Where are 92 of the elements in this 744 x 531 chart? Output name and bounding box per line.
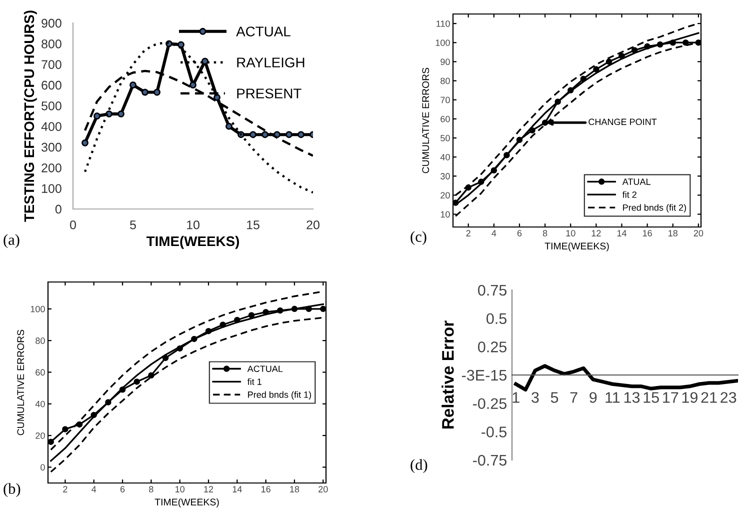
x-tick-label: 14	[617, 230, 626, 236]
y-tick-label: 0	[55, 204, 62, 214]
y-tick-label: 0.5	[486, 313, 506, 324]
y-tick-label: -0.75	[473, 454, 506, 466]
x-tick-label: 4	[492, 230, 496, 236]
y-tick-label: 40	[440, 154, 450, 160]
x-tick-label: 18	[290, 486, 300, 492]
y-tick-label: 700	[42, 60, 62, 69]
x-tick-label: 15	[644, 392, 659, 403]
y-tick-label: -0.25	[473, 398, 506, 410]
x-tick-label: 16	[642, 230, 652, 236]
x-tick-label: 4	[92, 486, 96, 492]
y-tick-label: 0	[40, 464, 45, 471]
legend-label: Pred bnds (fit 2)	[623, 204, 686, 213]
y-tick-label: 100	[30, 306, 45, 312]
y-tick-label: 100	[436, 40, 450, 46]
y-tick-label: 50	[440, 134, 450, 142]
x-tick-label: 23	[720, 392, 736, 403]
x-tick-label: 17	[663, 392, 678, 403]
y-tick-label: 90	[440, 58, 450, 66]
y-tick-label: -0.5	[481, 426, 506, 438]
y-tick-label: 600	[42, 80, 62, 90]
legend-label: RAYLEIGH	[237, 58, 304, 68]
x-axis-title: TIME(WEEKS)	[544, 242, 609, 252]
x-tick-label: 8	[542, 230, 548, 236]
x-tick-label: 0	[70, 220, 76, 230]
y-tick-label: 60	[440, 116, 450, 122]
x-tick-label: 12	[204, 486, 214, 492]
x-tick-label: 2	[466, 230, 470, 236]
legend-label: ATUAL	[622, 178, 650, 185]
y-tick-label: 800	[42, 39, 62, 48]
annotation: CHANGE POINT	[588, 118, 657, 126]
x-tick-label: 6	[120, 486, 125, 492]
text: (c)	[410, 231, 426, 245]
x-tick-label: 20	[318, 486, 328, 492]
y-tick-label: 20	[440, 192, 450, 199]
x-axis-title: TIME(WEEKS)	[146, 236, 239, 249]
y-tick-label: -3E-15	[462, 370, 506, 381]
legend-label: ACTUAL	[247, 366, 283, 372]
x-tick-label: 6	[517, 230, 522, 236]
y-tick-label: 30	[440, 173, 450, 180]
y-tick-label: 80	[440, 78, 450, 84]
x-tick-label: 9	[590, 392, 597, 403]
x-tick-label: 20	[306, 220, 320, 230]
y-tick-label: 80	[36, 338, 45, 344]
y-tick-label: 70	[440, 96, 450, 104]
x-tick-label: 10	[566, 230, 576, 236]
y-tick-label: 500	[42, 101, 62, 110]
x-tick-label: 8	[149, 486, 154, 492]
x-tick-label: 5	[550, 392, 558, 403]
x-tick-label: 20	[694, 230, 704, 236]
text: (d)	[410, 459, 428, 473]
y-tick-label: 0.75	[478, 284, 506, 296]
y-tick-label: 0.25	[478, 342, 506, 352]
y-axis-title: TESTING EFFORT(CPU HOURS)	[24, 10, 37, 222]
y-tick-label: 40	[35, 400, 45, 408]
x-tick-label: 19	[682, 392, 698, 403]
x-tick-label: 14	[232, 486, 242, 492]
x-tick-label: 10	[187, 220, 200, 230]
y-axis-title: CUMULATIVE ERRORS	[422, 68, 430, 174]
x-tick-label: 15	[247, 220, 260, 230]
x-tick-label: 10	[176, 486, 185, 492]
x-tick-label: 11	[606, 392, 620, 403]
x-tick-label: 3	[532, 392, 539, 403]
x-tick-label: 13	[624, 392, 640, 403]
x-tick-label: 5	[130, 220, 136, 230]
y-tick-label: 300	[42, 142, 62, 152]
x-tick-label: 12	[592, 230, 601, 236]
x-tick-label: 2	[63, 486, 68, 492]
legend-label: ACTUAL	[236, 26, 290, 36]
legend-label: Pred bnds (fit 1)	[248, 391, 311, 400]
y-tick-label: 20	[36, 432, 45, 439]
x-axis-title: TIME(WEEKS)	[154, 498, 219, 508]
text: (b)	[4, 483, 20, 497]
y-tick-label: 900	[42, 18, 62, 28]
x-tick-label: 16	[261, 486, 270, 492]
y-tick-label: 400	[41, 122, 62, 131]
y-axis-title: Relative Error	[442, 320, 454, 429]
legend-label: fit 2	[622, 191, 636, 198]
y-tick-label: 10	[440, 211, 450, 218]
y-axis-title: CUMULATIVE ERRORS	[17, 330, 24, 436]
legend-label: PRESENT	[237, 88, 302, 98]
x-tick-label: 7	[570, 392, 578, 403]
x-tick-label: 18	[668, 230, 678, 236]
text: (a)	[4, 234, 20, 248]
y-tick-label: 110	[436, 20, 450, 27]
legend-label: fit 1	[247, 378, 262, 385]
x-tick-label: 21	[701, 392, 717, 403]
y-tick-label: 60	[36, 369, 45, 376]
x-tick-label: 1	[512, 392, 520, 403]
y-tick-label: 100	[42, 184, 62, 193]
y-tick-label: 200	[42, 163, 62, 172]
